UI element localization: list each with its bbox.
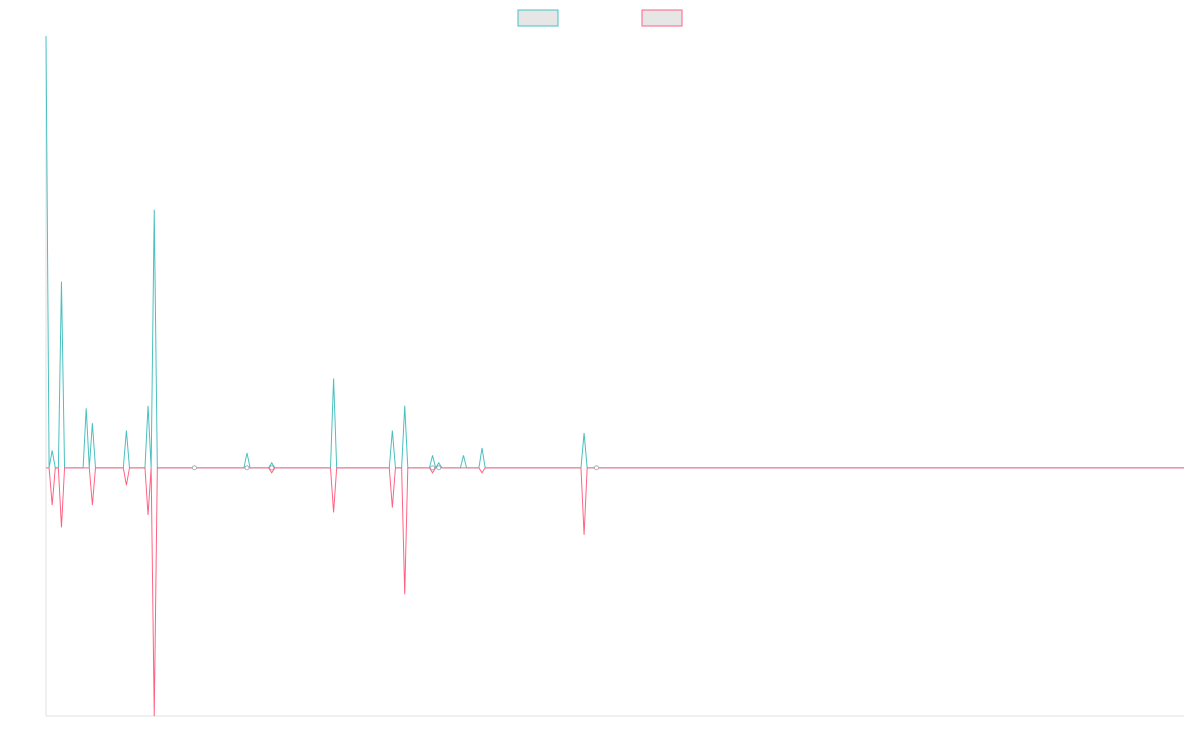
series-line-2 xyxy=(46,467,1184,717)
baseline-point-1 xyxy=(192,465,197,471)
chart-axes xyxy=(45,36,1184,717)
baseline-point-6 xyxy=(594,465,599,471)
baseline-point-5 xyxy=(436,465,442,471)
legend-swatch-series-2[interactable] xyxy=(641,9,683,27)
baseline-point-3 xyxy=(269,465,275,471)
baseline-point-2 xyxy=(244,465,250,471)
legend[interactable] xyxy=(517,9,683,27)
marker-layer xyxy=(192,465,599,471)
baseline-point-4 xyxy=(430,465,435,471)
legend-swatch-series-1[interactable] xyxy=(517,9,559,27)
series-layer xyxy=(45,35,1184,717)
series-line-1 xyxy=(45,35,1184,470)
